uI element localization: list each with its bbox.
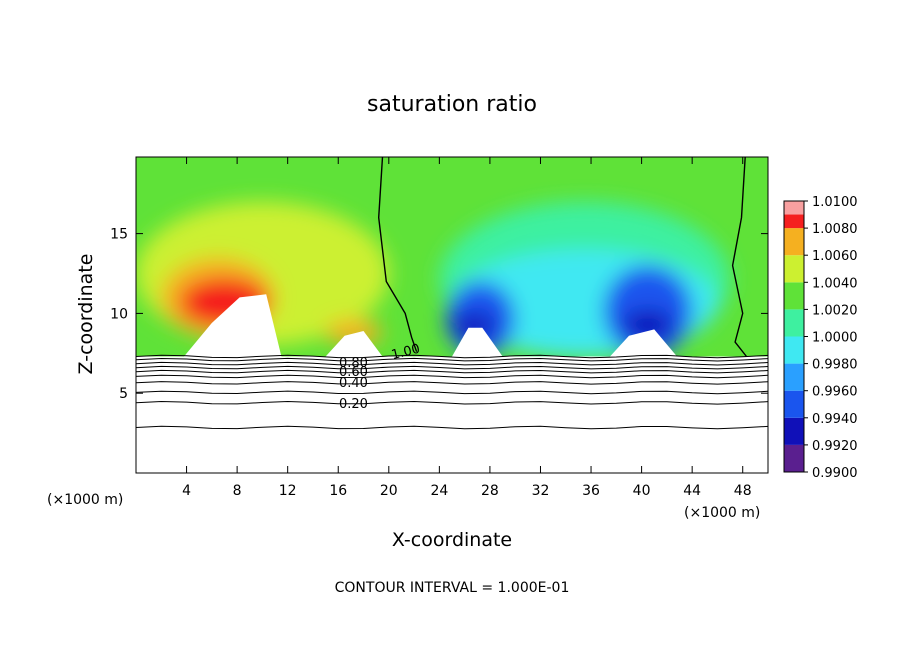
contour-line-0-2 [136,400,768,405]
colorbar-tick-label: 1.0100 [812,195,858,210]
contour-label-1: 1.00 [390,342,422,364]
colorbar-swatch-top [784,201,804,215]
colorbar-ticks: 0.9900 0.9920 0.9940 0.9960 0.9980 1.0000 1.00… [804,195,858,481]
contour-line-cloud-base [136,354,768,359]
sub-cloud-layer [136,356,768,473]
contour-line-0-9 [136,357,768,362]
contour-line-0-8 [136,361,768,366]
x-axis-title: X-coordinate [392,529,512,551]
chart-title: saturation ratio [367,92,537,117]
contour-line-0-6 [136,369,768,374]
x-tick-label: 40 [633,483,651,499]
colorbar-tick-label: 1.0060 [812,249,858,264]
contour-line-0-7 [136,365,768,370]
unsaturated-bump-2 [325,331,383,357]
plot-frame [135,156,769,474]
colorbar-tick-label: 0.9940 [812,412,858,427]
colorbar-tick-label: 0.9900 [812,466,858,481]
contour-line-lowest [136,425,768,430]
contour-label-5: 0.20 [339,397,368,412]
contour-label-3: 0.60 [339,365,368,380]
x-tick-label: 24 [430,483,448,499]
x-tick-label: 4 [182,483,191,499]
y-axis-ticks: 5 10 15 [110,227,768,402]
colorbar-swatch [784,255,804,283]
colorbar-swatch [784,417,804,445]
x-unit-left: (×1000 m) [47,492,123,508]
colorbar-tick-label: 1.0040 [812,276,858,291]
x-tick-label: 48 [734,483,752,499]
surface-contours [136,354,768,430]
colorbar-tick-label: 0.9920 [812,439,858,454]
contour-line-0-3 [136,390,768,395]
contour-labels: 1.00 0.80 0.60 0.40 0.20 [339,342,422,412]
contour-label-2: 0.80 [339,356,368,371]
y-tick-label: 5 [119,386,128,402]
colorbar-swatch [784,309,804,337]
contour-label-4: 0.40 [339,376,368,391]
colorbar-tick-label: 1.0000 [812,331,858,346]
x-tick-label: 20 [380,483,398,499]
saturation-contours [377,157,748,357]
x-tick-label: 12 [279,483,297,499]
x-tick-label: 36 [582,483,600,499]
colorbar-swatch [784,390,804,418]
colorbar-swatch [784,282,804,310]
contour-line-0-5 [136,374,768,379]
contour-interval-note: CONTOUR INTERVAL = 1.000E-01 [335,580,570,596]
contour-line-1-00-1 [377,157,418,352]
unsaturated-bump-1 [184,294,282,357]
colorbar-tick-label: 1.0080 [812,222,858,237]
unsaturated-regions [184,294,677,357]
colorbar-tick-label: 0.9980 [812,358,858,373]
x-tick-label: 44 [683,483,701,499]
x-tick-label: 32 [532,483,550,499]
x-tick-label: 28 [481,483,499,499]
x-tick-label: 8 [233,483,242,499]
contour-line-1-00-2 [731,157,748,357]
colorbar-tick-label: 0.9960 [812,385,858,400]
x-tick-label: 16 [329,483,347,499]
colorbar-swatch [784,444,804,472]
y-tick-label: 15 [110,227,128,243]
colorbar: 0.9900 0.9920 0.9940 0.9960 0.9980 1.0000 1.00… [783,195,858,481]
x-axis-ticks: 4 8 12 16 20 24 28 32 36 40 44 48 [182,157,752,499]
colorbar-swatch [784,336,804,364]
unsaturated-bump-4 [610,329,677,357]
colorbar-swatch [784,228,804,256]
contour-line-0-4 [136,381,768,385]
y-axis-title: Z-coordinate [75,254,97,375]
cold-core-2 [622,310,674,339]
x-unit-right: (×1000 m) [684,505,760,521]
colorbar-swatch [784,363,804,391]
colorbar-tick-label: 1.0020 [812,303,858,318]
unsaturated-bump-3 [452,327,503,357]
y-tick-label: 10 [110,306,128,322]
cold-core-1 [452,313,497,338]
colorbar-swatches [784,201,804,472]
